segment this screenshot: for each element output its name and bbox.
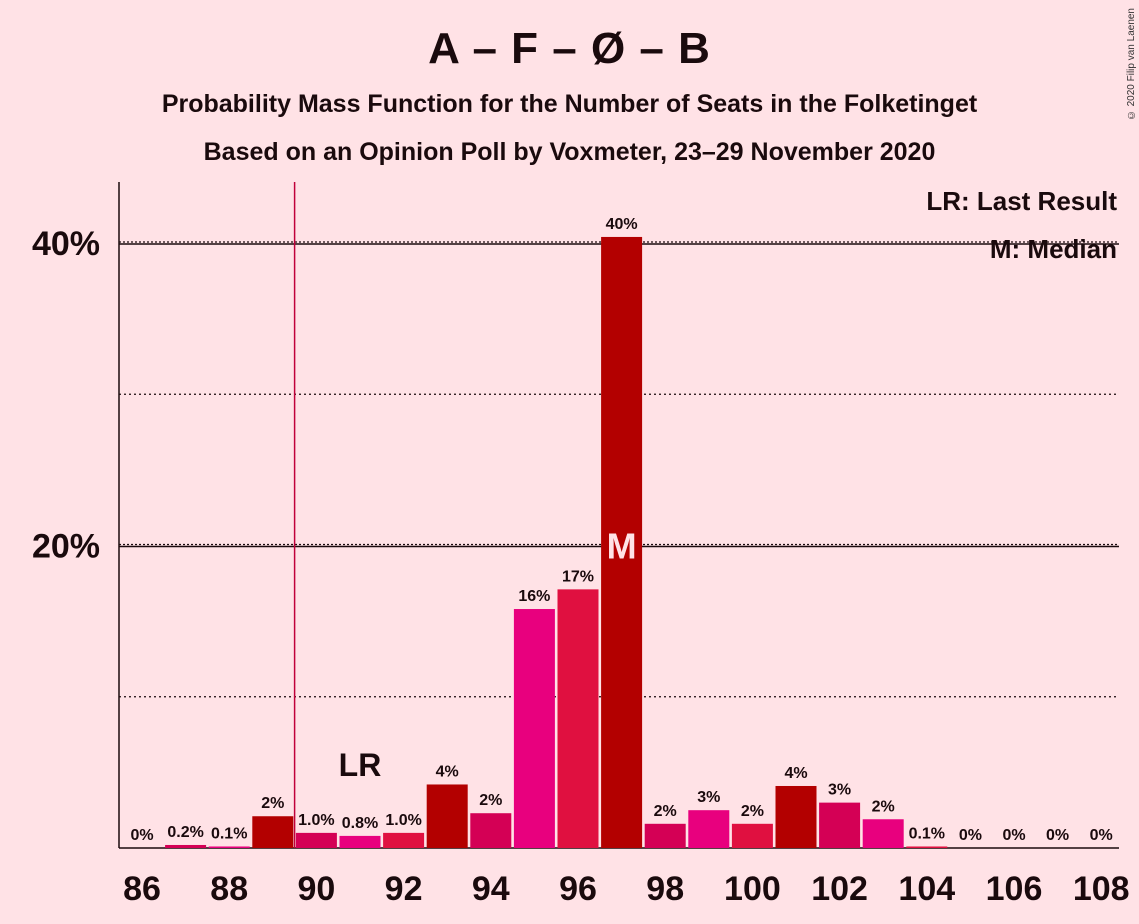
bar bbox=[165, 844, 207, 848]
data-label: 1.0% bbox=[298, 812, 334, 829]
data-label: 0% bbox=[959, 827, 982, 844]
y-tick-label: 40% bbox=[32, 225, 100, 263]
bar bbox=[601, 236, 643, 848]
bar bbox=[557, 589, 599, 848]
data-label: 3% bbox=[828, 782, 851, 799]
bar bbox=[644, 823, 686, 848]
x-tick-label: 100 bbox=[724, 870, 781, 908]
data-label: 16% bbox=[518, 588, 550, 605]
bar bbox=[252, 816, 294, 848]
x-tick-label: 96 bbox=[559, 870, 597, 908]
bar bbox=[862, 819, 904, 848]
data-label: 0% bbox=[1090, 827, 1113, 844]
chart-subtitle: Probability Mass Function for the Number… bbox=[161, 90, 978, 118]
x-tick-label: 98 bbox=[646, 870, 684, 908]
bar bbox=[295, 832, 337, 848]
data-label: 1.0% bbox=[385, 812, 421, 829]
data-label: 2% bbox=[654, 803, 677, 820]
median-marker: M bbox=[607, 526, 637, 567]
bar bbox=[513, 609, 555, 848]
data-label: 4% bbox=[436, 763, 459, 780]
bar bbox=[426, 784, 468, 848]
legend-last-result: LR: Last Result bbox=[926, 186, 1117, 216]
x-tick-label: 102 bbox=[811, 870, 868, 908]
bar bbox=[906, 846, 948, 848]
data-label: 0.1% bbox=[909, 825, 945, 842]
x-tick-label: 104 bbox=[898, 870, 955, 908]
chart-title: A – F – Ø – B bbox=[428, 24, 711, 73]
x-tick-label: 106 bbox=[986, 870, 1043, 908]
x-tick-label: 88 bbox=[210, 870, 248, 908]
data-label: 0% bbox=[1046, 827, 1069, 844]
data-label: 17% bbox=[562, 568, 594, 585]
x-tick-label: 90 bbox=[297, 870, 335, 908]
data-label: 2% bbox=[261, 795, 284, 812]
x-tick-label: 94 bbox=[472, 870, 510, 908]
data-label: 40% bbox=[606, 216, 638, 233]
data-label: 0.2% bbox=[167, 824, 203, 841]
bar bbox=[775, 785, 817, 848]
x-tick-label: 92 bbox=[385, 870, 423, 908]
bar bbox=[819, 802, 861, 848]
data-label: 2% bbox=[872, 798, 895, 815]
data-label: 2% bbox=[479, 792, 502, 809]
data-label: 0.1% bbox=[211, 825, 247, 842]
data-label: 3% bbox=[697, 789, 720, 806]
bar bbox=[383, 832, 425, 848]
data-label: 4% bbox=[784, 765, 807, 782]
data-label: 2% bbox=[741, 803, 764, 820]
last-result-marker: LR bbox=[339, 747, 382, 783]
chart-subtitle-2: Based on an Opinion Poll by Voxmeter, 23… bbox=[203, 138, 936, 166]
bar bbox=[470, 813, 512, 848]
bar bbox=[731, 823, 773, 848]
bar bbox=[688, 810, 730, 848]
x-tick-label: 108 bbox=[1073, 870, 1130, 908]
data-label: 0% bbox=[130, 827, 153, 844]
bar bbox=[208, 846, 250, 848]
data-label: 0.8% bbox=[342, 815, 378, 832]
y-tick-label: 20% bbox=[32, 528, 100, 566]
x-tick-label: 86 bbox=[123, 870, 161, 908]
bar bbox=[339, 835, 381, 848]
legend-median: M: Median bbox=[990, 234, 1117, 264]
data-label: 0% bbox=[1002, 827, 1025, 844]
